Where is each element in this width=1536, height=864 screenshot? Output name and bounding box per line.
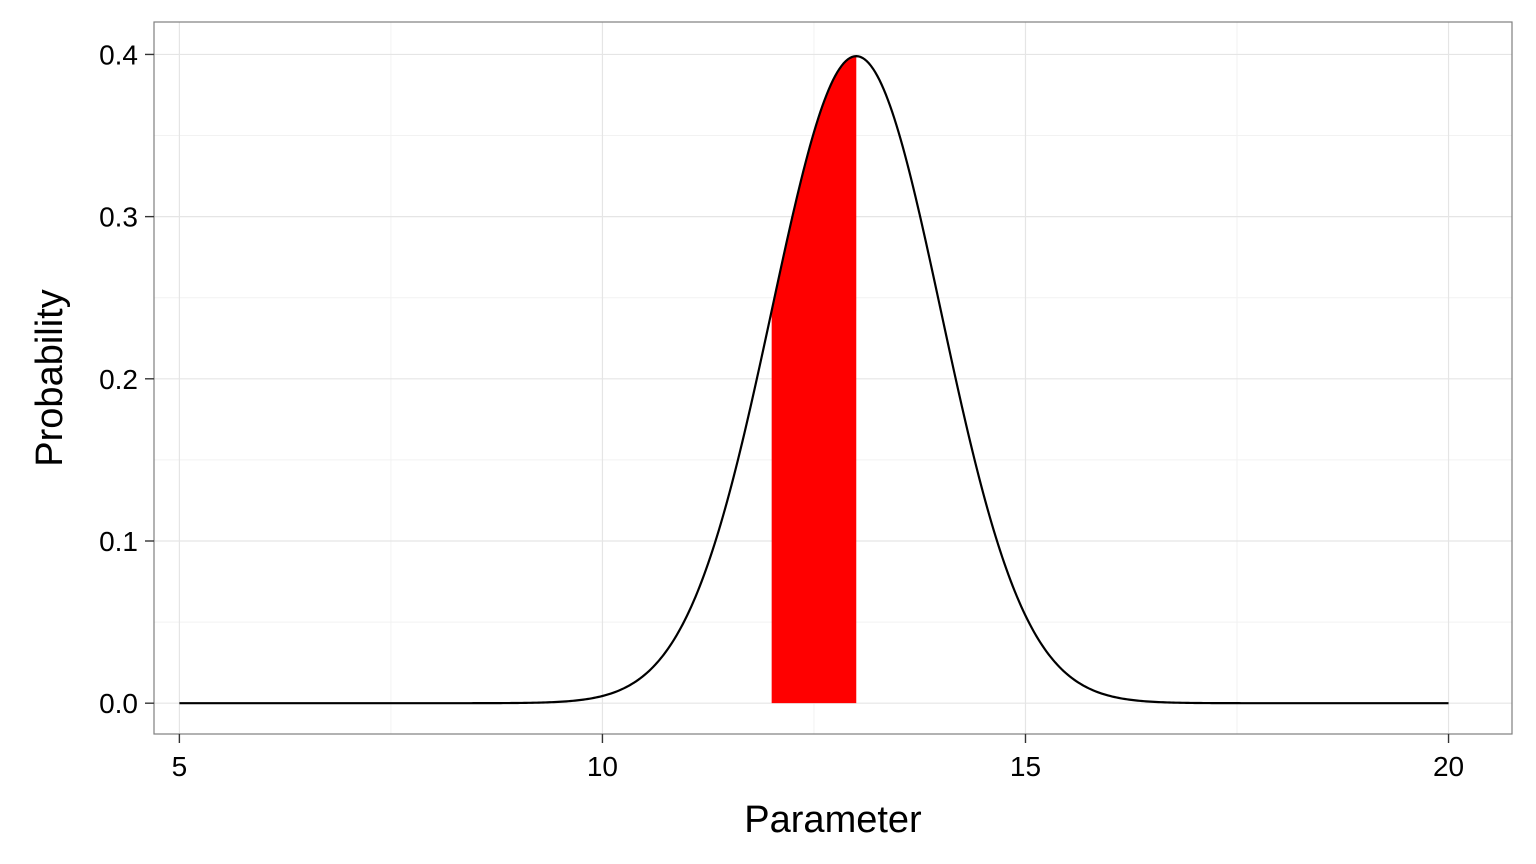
x-tick-label: 20 [1433, 751, 1464, 782]
y-tick-label: 0.0 [99, 688, 138, 719]
y-axis-title: Probability [29, 289, 71, 466]
x-tick-label: 10 [587, 751, 618, 782]
x-tick-label: 15 [1010, 751, 1041, 782]
x-tick-label: 5 [172, 751, 188, 782]
plot-border [153, 21, 1513, 735]
y-tick-label: 0.1 [99, 526, 138, 557]
y-tick-label: 0.4 [99, 39, 138, 70]
density-curve [179, 55, 1449, 705]
y-tick-label: 0.2 [99, 364, 138, 395]
y-tick-label: 0.3 [99, 202, 138, 233]
y-axis-ticks: 0.0 0.1 0.2 0.3 0.4 [99, 39, 154, 719]
x-axis-title: Parameter [744, 799, 922, 841]
x-axis-ticks: 5 10 15 20 [172, 734, 1464, 782]
